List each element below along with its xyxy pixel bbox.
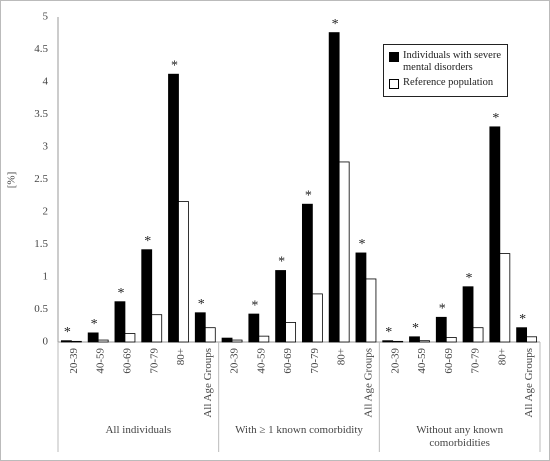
x-tick-label: 60-69 xyxy=(121,348,133,374)
bar xyxy=(409,336,420,343)
bar xyxy=(338,161,350,343)
bar xyxy=(355,252,367,343)
y-axis-label: [%] xyxy=(6,172,18,189)
y-tick-label: 2.5 xyxy=(34,173,48,185)
x-tick-label: 40-59 xyxy=(416,348,428,374)
bar xyxy=(516,327,528,343)
significance-marker: * xyxy=(251,298,258,313)
legend-swatch xyxy=(389,79,399,89)
bar xyxy=(499,253,511,343)
x-tick-label: All Age Groups xyxy=(202,348,214,418)
y-tick-label: 1.5 xyxy=(34,238,48,250)
legend-entry: Reference population xyxy=(389,77,502,89)
significance-marker: * xyxy=(466,271,473,286)
significance-marker: * xyxy=(492,111,499,126)
y-tick-label: 3.5 xyxy=(34,108,48,120)
significance-marker: * xyxy=(64,325,71,340)
bar xyxy=(311,293,323,343)
bar xyxy=(445,337,457,343)
bar xyxy=(472,327,484,343)
group-label: With ≥ 1 known comorbidity xyxy=(235,424,363,436)
bar xyxy=(231,339,243,343)
bar xyxy=(97,339,109,343)
bar xyxy=(382,340,394,343)
bar xyxy=(204,327,216,343)
bar xyxy=(87,332,99,343)
legend-entry: Individuals with severe mental disorders xyxy=(389,50,502,74)
bar xyxy=(275,270,287,343)
bar xyxy=(60,340,72,343)
significance-marker: * xyxy=(144,234,151,249)
group-label: All individuals xyxy=(105,424,172,436)
significance-marker: * xyxy=(198,297,205,312)
bar xyxy=(328,32,340,343)
bar xyxy=(435,316,447,343)
significance-marker: * xyxy=(519,312,526,327)
x-tick-label: 20-39 xyxy=(68,348,80,374)
y-tick-label: 2 xyxy=(43,206,49,218)
bar xyxy=(365,278,377,343)
bar xyxy=(419,340,430,343)
y-tick-label: 1 xyxy=(43,271,49,283)
x-tick-label: 80+ xyxy=(336,348,348,365)
bar xyxy=(70,340,82,343)
bar xyxy=(168,73,179,343)
x-tick-label: 20-39 xyxy=(229,348,241,374)
bar xyxy=(114,301,126,343)
significance-marker: * xyxy=(439,302,446,317)
x-tick-label: 20-39 xyxy=(389,348,401,374)
legend-label: Individuals with severe mental disorders xyxy=(403,50,501,73)
significance-marker: * xyxy=(358,237,365,252)
legend-label: Reference population xyxy=(403,77,494,88)
bar xyxy=(258,335,270,343)
x-tick-label: 80+ xyxy=(496,348,508,365)
bar xyxy=(489,126,501,343)
x-tick-label: 70-79 xyxy=(148,348,160,374)
y-tick-label: 5 xyxy=(43,11,49,23)
y-tick-label: 4.5 xyxy=(34,43,48,55)
bar xyxy=(221,337,233,343)
significance-marker: * xyxy=(385,325,392,340)
x-tick-label: 80+ xyxy=(175,348,187,365)
bar xyxy=(301,203,313,343)
bar xyxy=(141,249,153,343)
bar xyxy=(151,314,163,343)
significance-marker: * xyxy=(412,321,419,336)
x-tick-label: 60-69 xyxy=(443,348,455,374)
significance-marker: * xyxy=(332,17,339,32)
bar xyxy=(124,333,136,343)
bar xyxy=(248,313,260,343)
x-tick-label: 70-79 xyxy=(309,348,321,374)
bar xyxy=(178,201,189,343)
y-tick-label: 3 xyxy=(43,141,49,153)
significance-marker: * xyxy=(117,286,124,301)
significance-marker: * xyxy=(171,58,178,73)
significance-marker: * xyxy=(91,317,98,332)
bar xyxy=(194,312,206,343)
x-tick-label: 60-69 xyxy=(282,348,294,374)
legend-swatch xyxy=(389,52,399,62)
x-tick-label: 70-79 xyxy=(470,348,482,374)
group-label: Without any known comorbidities xyxy=(416,424,504,449)
y-tick-label: 4 xyxy=(43,76,49,88)
y-tick-label: 0 xyxy=(43,336,49,348)
bar xyxy=(526,336,538,343)
x-tick-label: All Age Groups xyxy=(523,348,535,418)
x-tick-label: All Age Groups xyxy=(362,348,374,418)
significance-marker: * xyxy=(305,188,312,203)
legend: Individuals with severe mental disorders… xyxy=(383,44,508,97)
x-tick-label: 40-59 xyxy=(255,348,267,374)
y-tick-label: 0.5 xyxy=(34,303,48,315)
bar xyxy=(285,322,297,343)
bar xyxy=(462,286,474,343)
significance-marker: * xyxy=(278,255,285,270)
x-tick-label: 40-59 xyxy=(95,348,107,374)
bar xyxy=(392,340,404,343)
